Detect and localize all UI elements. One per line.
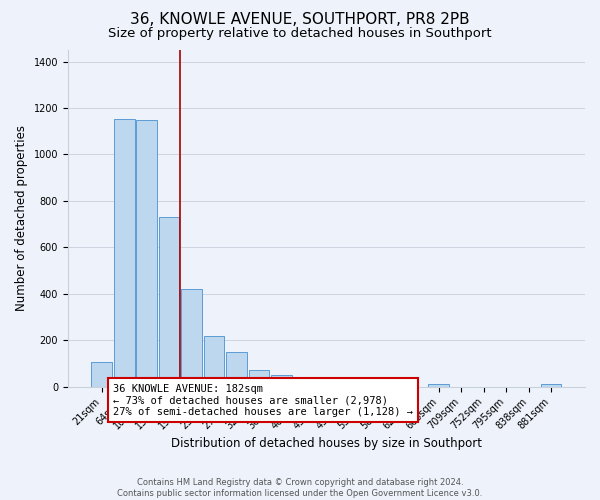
Bar xyxy=(293,380,314,386)
Bar xyxy=(226,352,247,386)
Bar xyxy=(159,217,179,386)
Bar xyxy=(204,336,224,386)
Bar xyxy=(136,120,157,386)
Text: Size of property relative to detached houses in Southport: Size of property relative to detached ho… xyxy=(108,28,492,40)
Text: Contains HM Land Registry data © Crown copyright and database right 2024.
Contai: Contains HM Land Registry data © Crown c… xyxy=(118,478,482,498)
Bar xyxy=(316,383,337,386)
Bar xyxy=(181,289,202,386)
Text: 36, KNOWLE AVENUE, SOUTHPORT, PR8 2PB: 36, KNOWLE AVENUE, SOUTHPORT, PR8 2PB xyxy=(130,12,470,28)
Y-axis label: Number of detached properties: Number of detached properties xyxy=(15,126,28,312)
Bar xyxy=(541,384,562,386)
Text: 36 KNOWLE AVENUE: 182sqm
← 73% of detached houses are smaller (2,978)
27% of sem: 36 KNOWLE AVENUE: 182sqm ← 73% of detach… xyxy=(113,384,413,417)
Bar xyxy=(428,384,449,386)
Bar xyxy=(114,118,134,386)
Bar xyxy=(91,362,112,386)
X-axis label: Distribution of detached houses by size in Southport: Distribution of detached houses by size … xyxy=(171,437,482,450)
Bar xyxy=(249,370,269,386)
Bar xyxy=(271,375,292,386)
